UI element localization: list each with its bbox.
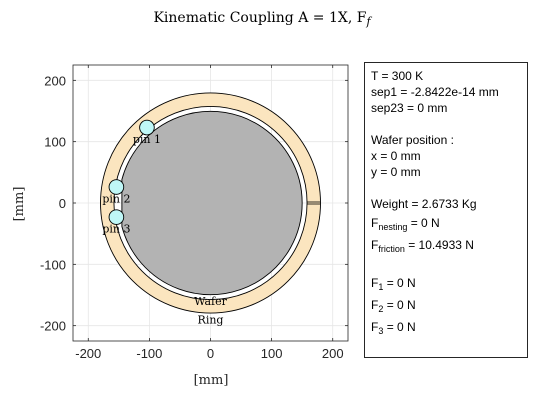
chart-title: Kinematic Coupling A = 1X, Ff [153,10,372,28]
wafer-disk [121,110,303,296]
plot-area: pin 1 pin 2 pin 3 Wafer Ring -200 -100 0 100 200… [40,64,349,361]
info-f2: F2 = 0 N [371,298,416,314]
x-tick-label: 200 [322,346,344,361]
info-temperature: T = 300 K [371,69,424,83]
title-subscript: f [365,15,372,28]
y-tick-label: -200 [40,319,66,334]
pin-label: pin 3 [102,222,130,235]
info-f3: F3 = 0 N [371,320,416,336]
ring-label: Ring [198,314,224,327]
info-f-nesting: Fnesting = 0 N [371,216,440,232]
info-spacer [371,256,521,272]
shapes-layer: pin 1 pin 2 pin 3 Wafer Ring [100,92,321,327]
pin-label: pin 2 [102,192,130,205]
x-tick-label: -100 [136,346,162,361]
info-weight: Weight = 2.6733 Kg [371,197,477,211]
pin-marker [108,179,125,195]
info-spacer [371,180,521,196]
x-tick-label: -200 [75,346,101,361]
info-sep1: sep1 = -2.8422e-14 mm [371,85,499,99]
ring-annulus [100,92,321,314]
y-tick-label: 100 [44,135,66,150]
info-sep23: sep23 = 0 mm [371,101,448,115]
y-tick-label: 200 [44,73,66,88]
y-axis-label: [mm] [12,187,27,222]
ticks-layer: -200 -100 0 100 200 -200 -100 0 100 200 [40,65,348,361]
info-spacer [371,116,521,132]
x-axis-label: [mm] [194,373,229,388]
info-f-friction: Ffriction = 10.4933 N [371,238,474,254]
pin-marker [139,119,155,136]
wafer-label: Wafer [194,295,227,308]
info-y: y = 0 mm [371,165,421,179]
x-tick-label: 0 [207,346,214,361]
pin-label: pin 1 [133,133,161,146]
info-x: x = 0 mm [371,149,421,163]
pin-marker [108,209,125,225]
info-wafer-position-heading: Wafer position : [371,133,454,147]
info-panel: T = 300 K sep1 = -2.8422e-14 mm sep23 = … [364,62,528,358]
info-f1: F1 = 0 N [371,276,416,292]
y-tick-label: 0 [59,196,66,211]
x-tick-label: 100 [261,346,283,361]
y-tick-label: -100 [40,257,66,272]
